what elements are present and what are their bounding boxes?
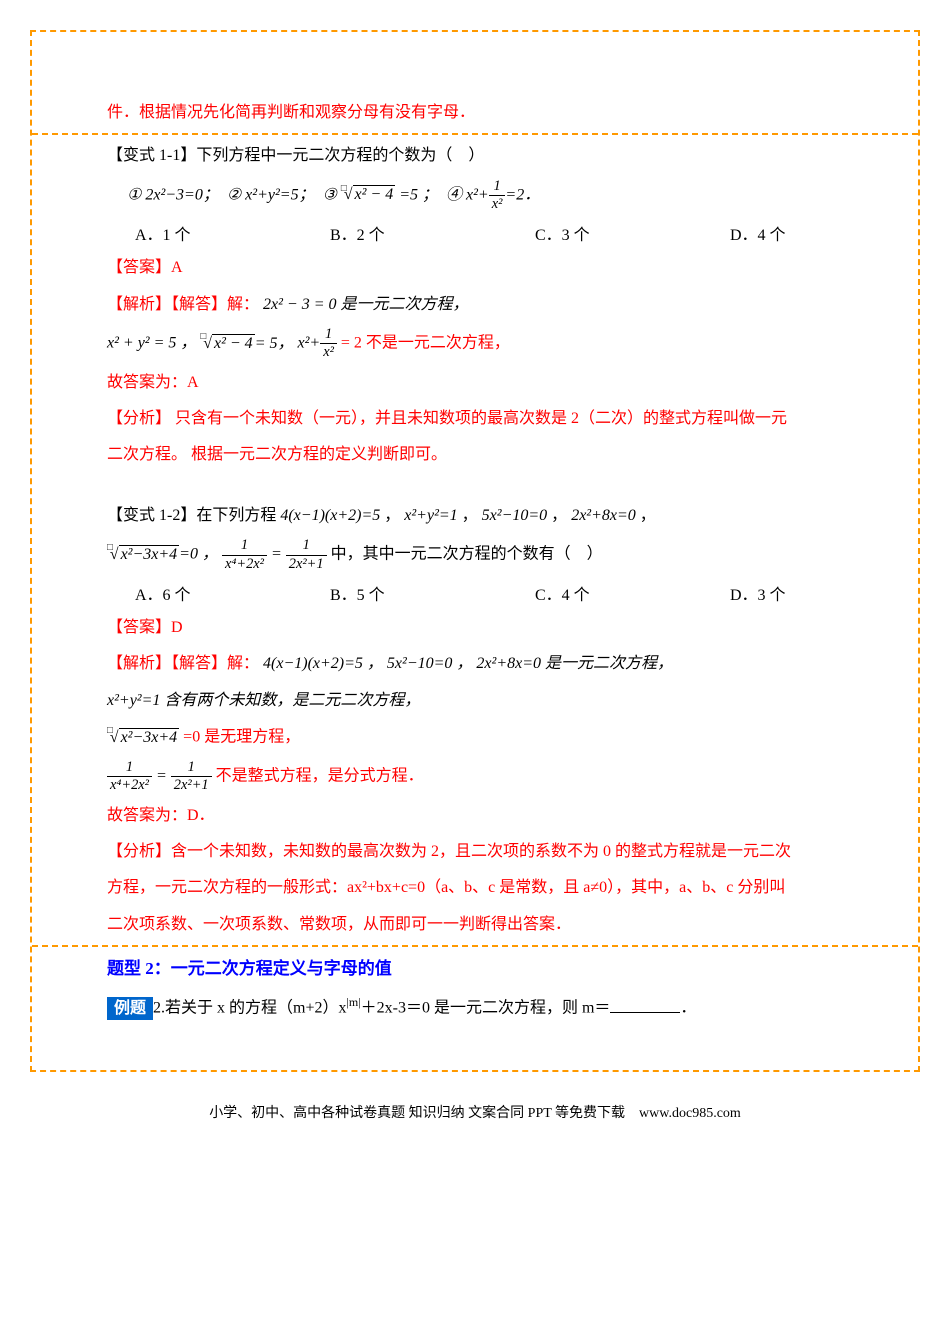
q11-sol-head: 【解析】【解答】解：	[107, 296, 259, 313]
q12-sol3-root: □√x²−3x+4	[107, 729, 179, 746]
q12-analysis3: 二次项系数、一次项系数、常数项，从而即可一一判断得出答案．	[107, 910, 843, 940]
q12-stem2: □√x²−3x+4=0 ， 1x⁴+2x² = 12x²+1 中，其中一元二次方…	[107, 537, 843, 573]
q11-analysis2: 二次方程。 根据一元二次方程的定义判断即可。	[107, 440, 843, 470]
q11-sol-body1: 2x² − 3 = 0 是一元二次方程，	[263, 296, 469, 313]
example2-tail: ．	[680, 1000, 696, 1017]
q12-stem-head: 【变式 1-2】在下列方程	[107, 507, 276, 524]
q12-sol-head: 【解析】【解答】解：	[107, 655, 259, 672]
q11-choices: ① 2x²−3=0； ② x²+y²=5； ③ □√x² − 4 =5 ； ④ …	[107, 178, 843, 214]
q11-sol1: 【解析】【解答】解： 2x² − 3 = 0 是一元二次方程，	[107, 290, 843, 320]
q11-opt-b: B．2 个	[330, 221, 535, 245]
q11-sol2-a: x² + y² = 5 ，	[107, 335, 196, 352]
intro-line: 件．根据情况先化简再判断和观察分母有没有字母．	[107, 98, 843, 128]
q12-sol3: □√x²−3x+4 =0 是无理方程，	[107, 722, 843, 753]
q12-sol2: x²+y²=1 含有两个未知数，是二元二次方程，	[107, 686, 843, 716]
q12-stem: 【变式 1-2】在下列方程 4(x−1)(x+2)=5 ， x²+y²=1 ， …	[107, 501, 843, 531]
section2-title: 题型 2：一元二次方程定义与字母的值	[107, 953, 843, 985]
q12-frac2: 12x²+1	[286, 537, 327, 573]
q12-opt-d: D．3 个	[730, 581, 786, 605]
q12-answer: 【答案】D	[107, 613, 843, 643]
example2-sup: |m|	[347, 995, 361, 1009]
example2: 例题2.若关于 x 的方程（m+2）x|m|＋2x-3＝0 是一元二次方程，则 …	[107, 991, 843, 1024]
q12-sol1-body: 4(x−1)(x+2)=5 ， 5x²−10=0 ， 2x²+8x=0 是一元二…	[263, 655, 673, 672]
q11-sol2-tail: = 2 不是一元二次方程，	[341, 335, 510, 352]
q11-stem: 【变式 1-1】下列方程中一元二次方程的个数为（ ）	[107, 141, 843, 171]
q12-eq1: 4(x−1)(x+2)=5	[280, 507, 380, 524]
q11-choice4-frac: 1x²	[489, 178, 506, 214]
q12-sol4-frac1: 1x⁴+2x²	[107, 759, 152, 795]
q11-choice4-head: x²+	[466, 186, 489, 203]
q11-sol2-frac: 1x²	[320, 326, 337, 362]
q11-choice3-tail: =5 ； ④	[399, 186, 462, 203]
q12-opt-c: C．4 个	[535, 581, 730, 605]
q11-choices-head: ① 2x²−3=0； ② x²+y²=5； ③	[127, 186, 337, 203]
q12-sol4-tail: 不是整式方程，是分式方程．	[216, 767, 424, 784]
q11-answer: 【答案】A	[107, 253, 843, 283]
q12-stem2-root: □√x²−3x+4	[107, 546, 179, 563]
q11-opt-d: D．4 个	[730, 221, 786, 245]
q11-choice3-root: □√x² − 4	[341, 186, 395, 203]
divider-2	[32, 944, 918, 947]
q12-opt-a: A．6 个	[135, 581, 330, 605]
blank-fill[interactable]	[610, 1012, 680, 1013]
q12-analysis2: 方程，一元二次方程的一般形式：ax²+bx+c=0（a、b、c 是常数，且 a≠…	[107, 873, 843, 903]
q12-frac1: 1x⁴+2x²	[222, 537, 267, 573]
q12-sol4: 1x⁴+2x² = 12x²+1 不是整式方程，是分式方程．	[107, 759, 843, 795]
page-content: 件．根据情况先化简再判断和观察分母有没有字母． 【变式 1-1】下列方程中一元二…	[30, 30, 920, 1072]
q12-sol4-frac2: 12x²+1	[171, 759, 212, 795]
q12-eq4: 2x²+8x=0	[571, 507, 636, 524]
example2-body-a: 2.若关于 x 的方程（m+2）x	[153, 1000, 346, 1017]
q12-sol3-tail: =0 是无理方程，	[183, 729, 300, 746]
q11-options: A．1 个 B．2 个 C．3 个 D．4 个	[107, 221, 843, 245]
q12-final: 故答案为：D．	[107, 801, 843, 831]
q11-sol2: x² + y² = 5 ， □√x² − 4= 5， x²+1x² = 2 不是…	[107, 326, 843, 362]
q11-analysis1: 【分析】 只含有一个未知数（一元），并且未知数项的最高次数是 2（二次）的整式方…	[107, 404, 843, 434]
q11-opt-c: C．3 个	[535, 221, 730, 245]
q12-sol1: 【解析】【解答】解： 4(x−1)(x+2)=5 ， 5x²−10=0 ， 2x…	[107, 649, 843, 679]
example-label: 例题	[107, 997, 153, 1020]
q12-opt-b: B．5 个	[330, 581, 535, 605]
divider	[32, 132, 918, 135]
q11-opt-a: A．1 个	[135, 221, 330, 245]
q12-eq3: 5x²−10=0	[482, 507, 548, 524]
q12-sol2-eq: x²+y²=1 含有两个未知数，是二元二次方程，	[107, 692, 420, 709]
example2-body-b: ＋2x-3＝0 是一元二次方程，则 m＝	[361, 1000, 611, 1017]
q11-choice4-tail: =2．	[505, 186, 540, 203]
spacer	[107, 477, 843, 495]
q12-options: A．6 个 B．5 个 C．4 个 D．3 个	[107, 581, 843, 605]
q12-eq2: x²+y²=1	[404, 507, 457, 524]
q11-sol2-b: x²+	[298, 335, 321, 352]
q11-final: 故答案为：A	[107, 368, 843, 398]
q11-sol2-root: □√x² − 4= 5，	[200, 335, 293, 352]
q12-stem2-tail: 中，其中一元二次方程的个数有（ ）	[331, 546, 603, 563]
page-footer: 小学、初中、高中各种试卷真题 知识归纳 文案合同 PPT 等免费下载 www.d…	[0, 1102, 950, 1122]
q12-analysis1: 【分析】含一个未知数，未知数的最高次数为 2，且二次项的系数不为 0 的整式方程…	[107, 837, 843, 867]
